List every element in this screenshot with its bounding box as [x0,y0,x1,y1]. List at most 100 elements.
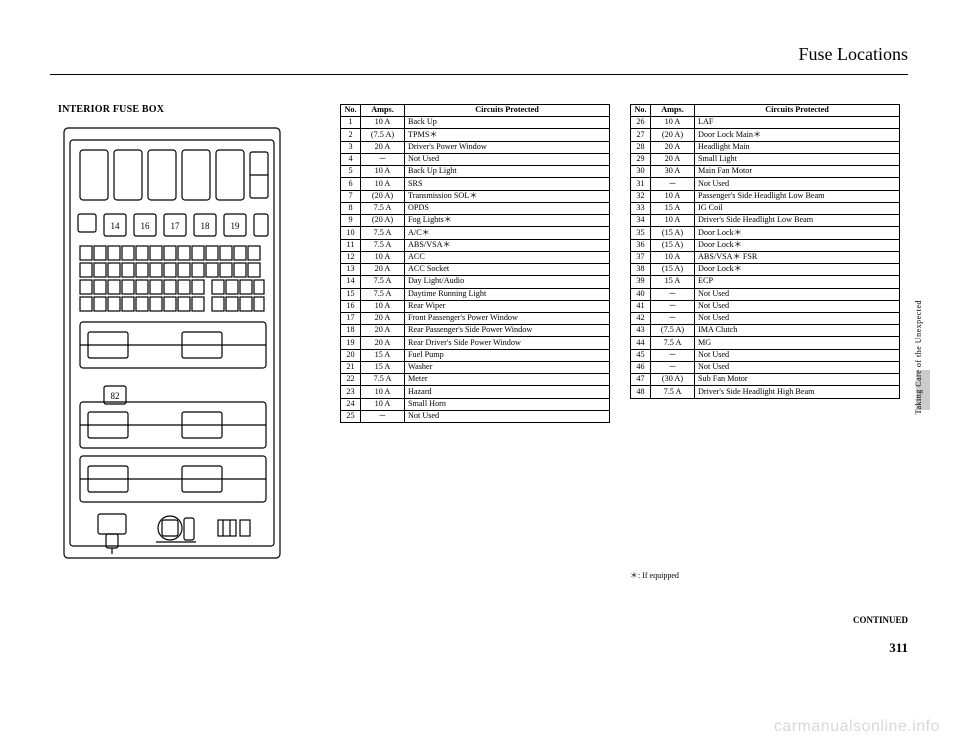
fusebox-diagram: 14 16 17 18 19 [58,122,308,572]
cell-circuit: Small Horn [405,398,610,410]
table-row: 35(15 A)Door Lock＊ [631,227,900,239]
cell-amps: (15 A) [651,227,695,239]
cell-amps: － [651,349,695,361]
cell-amps: 10 A [361,398,405,410]
cell-no: 17 [341,312,361,324]
cell-amps: 10 A [361,166,405,178]
cell-amps: 30 A [651,166,695,178]
cell-no: 35 [631,227,651,239]
cell-circuit: Driver's Side Headlight High Beam [695,386,900,398]
cell-no: 47 [631,374,651,386]
table-row: 40－Not Used [631,288,900,300]
cell-circuit: Back Up [405,117,610,129]
cell-circuit: ACC [405,251,610,263]
cell-amps: － [651,361,695,373]
table-row: 87.5 AOPDS [341,202,610,214]
cell-circuit: OPDS [405,202,610,214]
cell-no: 12 [341,251,361,263]
cell-no: 3 [341,141,361,153]
table-row: 1210 AACC [341,251,610,263]
cell-circuit: IMA Clutch [695,325,900,337]
cell-no: 4 [341,153,361,165]
section-side-label: Taking Care of the Unexpected [914,300,924,414]
cell-circuit: Back Up Light [405,166,610,178]
cell-amps: (20 A) [361,190,405,202]
table-row: 46－Not Used [631,361,900,373]
svg-text:82: 82 [111,391,120,401]
col-amps: Amps. [651,105,695,117]
cell-no: 38 [631,264,651,276]
cell-amps: 10 A [361,117,405,129]
cell-amps: 20 A [361,337,405,349]
cell-amps: 20 A [361,325,405,337]
cell-no: 5 [341,166,361,178]
cell-no: 43 [631,325,651,337]
cell-circuit: A/C＊ [405,227,610,239]
cell-no: 13 [341,264,361,276]
cell-circuit: Passenger's Side Headlight Low Beam [695,190,900,202]
page-number: 311 [889,640,908,656]
cell-no: 16 [341,300,361,312]
cell-no: 36 [631,239,651,251]
cell-circuit: Door Lock＊ [695,239,900,251]
col-circuits: Circuits Protected [405,105,610,117]
cell-circuit: Rear Passenger's Side Power Window [405,325,610,337]
table-row: 3915 AECP [631,276,900,288]
table-row: 2115 AWasher [341,361,610,373]
cell-no: 23 [341,386,361,398]
cell-amps: － [651,288,695,300]
cell-amps: － [361,153,405,165]
cell-no: 7 [341,190,361,202]
cell-circuit: Transmission SOL＊ [405,190,610,202]
table-row: 1720 AFront Passenger's Power Window [341,312,610,324]
cell-circuit: Rear Driver's Side Power Window [405,337,610,349]
table-row: 25－Not Used [341,410,610,422]
cell-amps: 10 A [651,251,695,263]
table-row: 147.5 ADay Light/Audio [341,276,610,288]
cell-no: 34 [631,215,651,227]
cell-amps: － [651,300,695,312]
cell-no: 28 [631,141,651,153]
svg-text:19: 19 [231,221,241,231]
cell-no: 31 [631,178,651,190]
cell-circuit: LAF [695,117,900,129]
table-row: 1820 ARear Passenger's Side Power Window [341,325,610,337]
table-row: 2015 AFuel Pump [341,349,610,361]
cell-no: 26 [631,117,651,129]
table-row: 27(20 A)Door Lock Main＊ [631,129,900,141]
table-row: 2920 ASmall Light [631,153,900,165]
table-row: 2310 AHazard [341,386,610,398]
table-row: 41－Not Used [631,300,900,312]
table-row: 3410 ADriver's Side Headlight Low Beam [631,215,900,227]
table-row: 510 ABack Up Light [341,166,610,178]
cell-circuit: TPMS＊ [405,129,610,141]
cell-amps: － [361,410,405,422]
cell-no: 30 [631,166,651,178]
table-row: 1920 ARear Driver's Side Power Window [341,337,610,349]
cell-amps: 20 A [361,264,405,276]
cell-circuit: Day Light/Audio [405,276,610,288]
table-row: 487.5 ADriver's Side Headlight High Beam [631,386,900,398]
cell-no: 15 [341,288,361,300]
cell-amps: 20 A [651,141,695,153]
table-row: 610 ASRS [341,178,610,190]
cell-circuit: Door Lock Main＊ [695,129,900,141]
cell-no: 1 [341,117,361,129]
page-title: Fuse Locations [799,44,909,65]
cell-amps: 7.5 A [651,337,695,349]
table-row: 3030 AMain Fan Motor [631,166,900,178]
cell-circuit: Not Used [695,288,900,300]
cell-no: 6 [341,178,361,190]
cell-amps: 10 A [361,300,405,312]
cell-amps: 15 A [651,202,695,214]
cell-circuit: Sub Fan Motor [695,374,900,386]
cell-circuit: ABS/VSA＊ FSR [695,251,900,263]
cell-circuit: ECP [695,276,900,288]
table-row: 227.5 AMeter [341,374,610,386]
cell-amps: 7.5 A [651,386,695,398]
footnote: ＊: If equipped [630,570,679,581]
col-no: No. [341,105,361,117]
cell-amps: 15 A [651,276,695,288]
col-amps: Amps. [361,105,405,117]
fuse-table-left: No. Amps. Circuits Protected 110 ABack U… [340,104,610,423]
